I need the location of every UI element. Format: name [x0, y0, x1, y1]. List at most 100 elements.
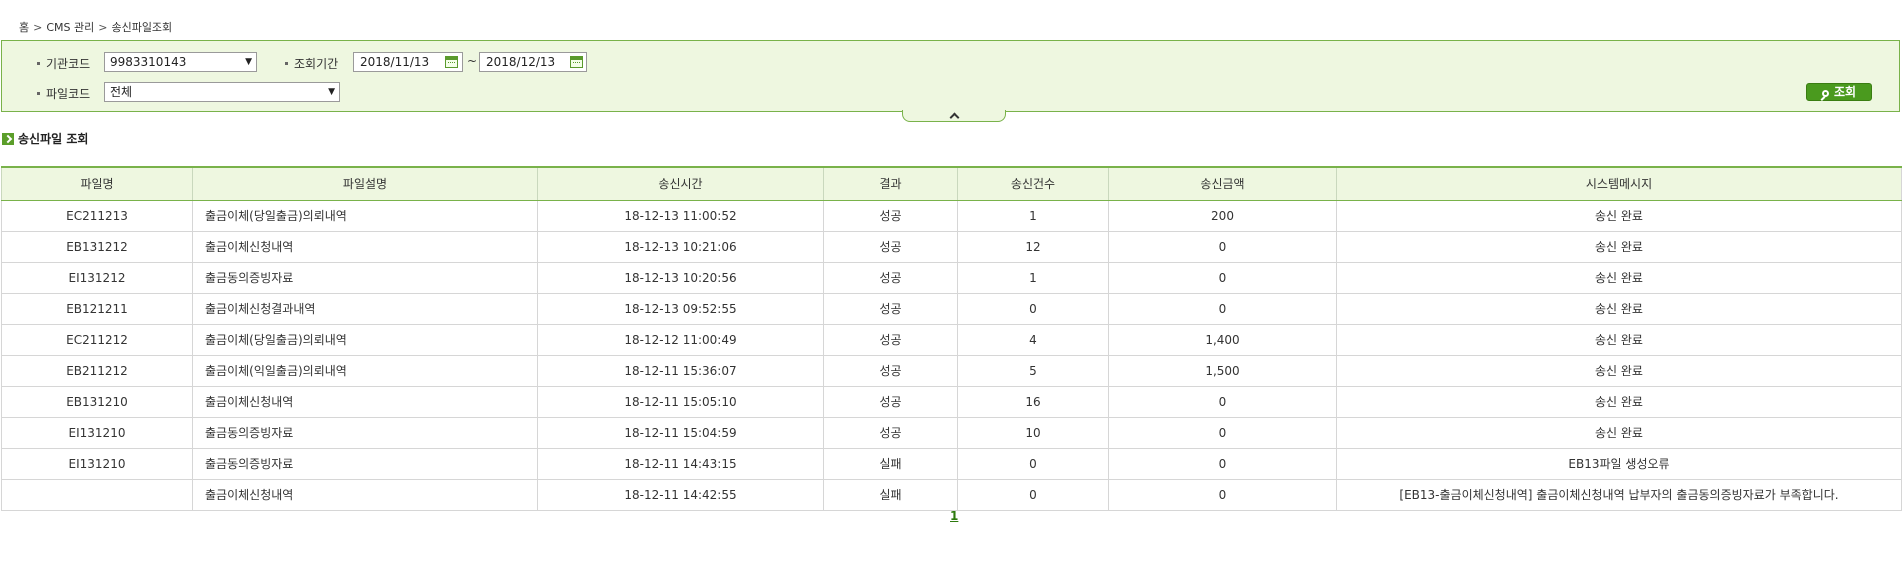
file-code-value: 전체: [110, 85, 133, 99]
org-code-value: 9983310143: [110, 55, 187, 69]
cell-description: 출금이체(당일출금)의뢰내역: [192, 200, 538, 232]
column-header-amount: 송신금액: [1108, 166, 1337, 201]
date-from-value: 2018/11/13: [360, 55, 430, 69]
file-code-select[interactable]: 전체 ▼: [104, 82, 340, 102]
cell-amount: 0: [1108, 479, 1337, 511]
org-code-select[interactable]: 9983310143 ▼: [104, 52, 257, 72]
cell-filename: EC211213: [1, 200, 193, 232]
collapse-toggle[interactable]: [902, 110, 1006, 123]
cell-description: 출금이체(당일출금)의뢰내역: [192, 324, 538, 356]
cell-count: 1: [957, 200, 1109, 232]
cell-sent-time: 18-12-13 11:00:52: [537, 200, 824, 232]
breadcrumb-cms[interactable]: CMS 관리: [46, 21, 95, 34]
cell-result: 성공: [823, 293, 958, 325]
cell-count: 16: [957, 386, 1109, 418]
cell-amount: 0: [1108, 293, 1337, 325]
cell-result: 실패: [823, 448, 958, 480]
table-row[interactable]: EI131210 출금동의증빙자료 18-12-11 15:04:59 성공 1…: [1, 417, 1902, 449]
cell-result: 성공: [823, 355, 958, 387]
breadcrumb-home[interactable]: 홈: [19, 21, 30, 34]
cell-amount: 0: [1108, 386, 1337, 418]
cell-description: 출금이체신청내역: [192, 231, 538, 263]
cell-system-message: 송신 완료: [1336, 200, 1902, 232]
cell-amount: 0: [1108, 262, 1337, 294]
cell-result: 성공: [823, 386, 958, 418]
page-link-current[interactable]: 1: [950, 509, 959, 523]
table-row[interactable]: EB211212 출금이체(익일출금)의뢰내역 18-12-11 15:36:0…: [1, 355, 1902, 387]
cell-description: 출금이체신청내역: [192, 386, 538, 418]
table-row[interactable]: 출금이체신청내역 18-12-11 14:42:55 실패 0 0 [EB13-…: [1, 479, 1902, 511]
table-row[interactable]: EB131210 출금이체신청내역 18-12-11 15:05:10 성공 1…: [1, 386, 1902, 418]
result-table: 파일명 파일설명 송신시간 결과 송신건수 송신금액 시스템메시지 EC2112…: [1, 166, 1902, 511]
date-from-input[interactable]: 2018/11/13: [353, 52, 463, 72]
calendar-icon[interactable]: [570, 56, 583, 68]
cell-count: 10: [957, 417, 1109, 449]
column-header-count: 송신건수: [957, 166, 1109, 201]
cell-system-message: 송신 완료: [1336, 324, 1902, 356]
cell-sent-time: 18-12-13 09:52:55: [537, 293, 824, 325]
cell-amount: 0: [1108, 417, 1337, 449]
cell-system-message: 송신 완료: [1336, 386, 1902, 418]
cell-system-message: 송신 완료: [1336, 262, 1902, 294]
cell-sent-time: 18-12-12 11:00:49: [537, 324, 824, 356]
calendar-icon[interactable]: [445, 56, 458, 68]
cell-count: 0: [957, 293, 1109, 325]
cell-count: 1: [957, 262, 1109, 294]
table-row[interactable]: EC211213 출금이체(당일출금)의뢰내역 18-12-13 11:00:5…: [1, 200, 1902, 232]
cell-amount: 200: [1108, 200, 1337, 232]
cell-system-message: 송신 완료: [1336, 417, 1902, 449]
cell-system-message: [EB13-출금이체신청내역] 출금이체신청내역 납부자의 출금동의증빙자료가 …: [1336, 479, 1902, 511]
cell-system-message: 송신 완료: [1336, 355, 1902, 387]
breadcrumb-separator: >: [98, 21, 108, 34]
date-to-value: 2018/12/13: [486, 55, 556, 69]
table-row[interactable]: EI131212 출금동의증빙자료 18-12-13 10:20:56 성공 1…: [1, 262, 1902, 294]
cell-description: 출금동의증빙자료: [192, 262, 538, 294]
cell-sent-time: 18-12-11 15:04:59: [537, 417, 824, 449]
magnifier-icon: [1821, 90, 1829, 97]
cell-sent-time: 18-12-13 10:20:56: [537, 262, 824, 294]
date-to-input[interactable]: 2018/12/13: [479, 52, 587, 72]
cell-filename: EB131210: [1, 386, 193, 418]
cell-amount: 1,500: [1108, 355, 1337, 387]
column-header-description: 파일설명: [192, 166, 538, 201]
cell-count: 12: [957, 231, 1109, 263]
cell-result: 성공: [823, 200, 958, 232]
cell-sent-time: 18-12-13 10:21:06: [537, 231, 824, 263]
org-code-label: 기관코드: [37, 55, 90, 72]
cell-count: 0: [957, 448, 1109, 480]
table-row[interactable]: EB131212 출금이체신청내역 18-12-13 10:21:06 성공 1…: [1, 231, 1902, 263]
cell-filename: EB211212: [1, 355, 193, 387]
table-row[interactable]: EC211212 출금이체(당일출금)의뢰내역 18-12-12 11:00:4…: [1, 324, 1902, 356]
search-button[interactable]: 조회: [1806, 83, 1872, 101]
breadcrumb: 홈 > CMS 관리 > 송신파일조회: [19, 19, 172, 35]
cell-filename: EB131212: [1, 231, 193, 263]
dropdown-arrow-icon: ▼: [328, 87, 335, 97]
bullet-icon: [37, 62, 40, 65]
cell-result: 성공: [823, 231, 958, 263]
cell-system-message: 송신 완료: [1336, 293, 1902, 325]
cell-result: 성공: [823, 417, 958, 449]
cell-amount: 1,400: [1108, 324, 1337, 356]
cell-count: 5: [957, 355, 1109, 387]
dropdown-arrow-icon: ▼: [245, 57, 252, 67]
column-header-filename: 파일명: [1, 166, 193, 201]
cell-count: 0: [957, 479, 1109, 511]
period-label: 조회기간: [285, 55, 338, 72]
table-row[interactable]: EI131210 출금동의증빙자료 18-12-11 14:43:15 실패 0…: [1, 448, 1902, 480]
cell-result: 성공: [823, 262, 958, 294]
date-range-separator: ~: [467, 54, 478, 68]
chevron-up-icon: [949, 112, 959, 123]
cell-amount: 0: [1108, 231, 1337, 263]
cell-description: 출금이체(익일출금)의뢰내역: [192, 355, 538, 387]
cell-sent-time: 18-12-11 14:43:15: [537, 448, 824, 480]
cell-filename: EI131210: [1, 448, 193, 480]
cell-filename: EB121211: [1, 293, 193, 325]
cell-sent-time: 18-12-11 14:42:55: [537, 479, 824, 511]
table-row[interactable]: EB121211 출금이체신청결과내역 18-12-13 09:52:55 성공…: [1, 293, 1902, 325]
table-header-row: 파일명 파일설명 송신시간 결과 송신건수 송신금액 시스템메시지: [1, 166, 1902, 201]
search-button-label: 조회: [1833, 85, 1857, 99]
column-header-sent-time: 송신시간: [537, 166, 824, 201]
breadcrumb-separator: >: [33, 21, 43, 34]
column-header-system-message: 시스템메시지: [1336, 166, 1902, 201]
cell-filename: [1, 479, 193, 511]
